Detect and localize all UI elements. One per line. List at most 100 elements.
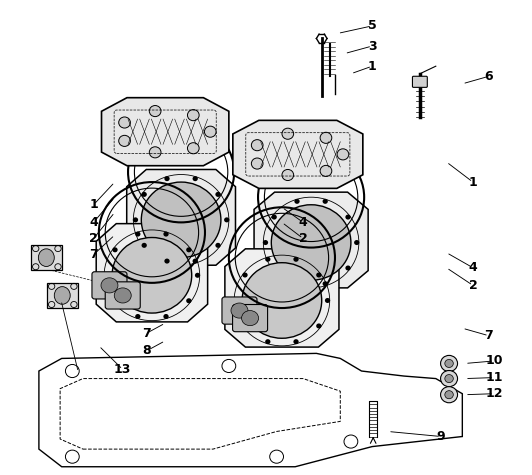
Text: 2: 2: [469, 279, 477, 292]
Polygon shape: [254, 192, 368, 288]
Circle shape: [135, 231, 140, 237]
Circle shape: [316, 273, 321, 277]
Circle shape: [271, 205, 351, 280]
Circle shape: [440, 370, 458, 387]
Circle shape: [242, 263, 322, 338]
Ellipse shape: [101, 278, 118, 293]
Ellipse shape: [114, 288, 131, 303]
Circle shape: [293, 339, 298, 344]
Polygon shape: [127, 170, 236, 265]
Circle shape: [163, 231, 169, 237]
Circle shape: [243, 323, 248, 329]
Text: 3: 3: [368, 39, 377, 53]
Circle shape: [325, 298, 330, 303]
Circle shape: [193, 176, 198, 181]
Text: 1: 1: [368, 60, 377, 73]
Circle shape: [263, 240, 268, 245]
Circle shape: [142, 192, 147, 197]
Circle shape: [251, 158, 263, 169]
Circle shape: [204, 126, 216, 137]
Text: 7: 7: [142, 327, 151, 340]
Circle shape: [135, 314, 140, 319]
Polygon shape: [233, 120, 363, 189]
Circle shape: [112, 247, 118, 252]
Polygon shape: [31, 245, 62, 270]
Circle shape: [265, 339, 270, 344]
Polygon shape: [47, 283, 78, 308]
Circle shape: [187, 142, 199, 154]
Circle shape: [271, 215, 277, 219]
Circle shape: [215, 243, 221, 248]
FancyBboxPatch shape: [222, 297, 257, 324]
Text: 6: 6: [485, 70, 493, 83]
Text: 4: 4: [89, 216, 98, 229]
Circle shape: [149, 147, 161, 158]
Circle shape: [215, 192, 221, 197]
Circle shape: [440, 387, 458, 403]
Text: 2: 2: [299, 232, 307, 245]
Text: 12: 12: [485, 387, 503, 400]
Circle shape: [193, 258, 198, 264]
FancyBboxPatch shape: [412, 76, 427, 87]
Circle shape: [440, 355, 458, 371]
Text: 2: 2: [89, 232, 98, 245]
Circle shape: [445, 390, 453, 399]
Text: 7: 7: [485, 329, 493, 342]
Circle shape: [322, 281, 328, 286]
Circle shape: [234, 298, 239, 303]
Circle shape: [164, 258, 170, 264]
FancyBboxPatch shape: [105, 282, 140, 309]
Circle shape: [445, 360, 453, 368]
Text: 1: 1: [469, 176, 477, 189]
Ellipse shape: [54, 286, 70, 304]
Circle shape: [186, 298, 192, 303]
Text: 1: 1: [89, 198, 98, 211]
Circle shape: [164, 176, 170, 181]
Circle shape: [294, 199, 300, 204]
Polygon shape: [225, 249, 339, 347]
FancyBboxPatch shape: [92, 272, 127, 299]
Circle shape: [149, 105, 161, 116]
Circle shape: [224, 218, 229, 222]
FancyBboxPatch shape: [232, 304, 268, 332]
Text: 7: 7: [89, 248, 98, 261]
Circle shape: [142, 182, 221, 257]
Circle shape: [142, 243, 147, 248]
Text: 13: 13: [114, 363, 131, 376]
Polygon shape: [96, 224, 207, 322]
Circle shape: [104, 273, 109, 278]
Circle shape: [294, 281, 300, 286]
Polygon shape: [102, 98, 229, 166]
Circle shape: [119, 135, 130, 146]
Circle shape: [345, 215, 351, 219]
Circle shape: [119, 117, 130, 128]
Circle shape: [112, 298, 118, 303]
Circle shape: [265, 257, 270, 262]
Text: 4: 4: [469, 261, 477, 274]
Ellipse shape: [242, 311, 259, 326]
Circle shape: [282, 128, 294, 139]
Circle shape: [293, 257, 298, 262]
Circle shape: [271, 266, 277, 271]
Circle shape: [354, 240, 360, 245]
Circle shape: [282, 170, 294, 180]
Circle shape: [243, 273, 248, 277]
Circle shape: [187, 110, 199, 121]
Ellipse shape: [38, 249, 54, 266]
Ellipse shape: [231, 303, 248, 318]
Circle shape: [112, 238, 192, 313]
Circle shape: [337, 149, 349, 160]
Circle shape: [163, 314, 169, 319]
Text: 9: 9: [437, 430, 445, 443]
Circle shape: [195, 273, 200, 278]
Text: 10: 10: [485, 354, 503, 368]
Text: 4: 4: [299, 216, 307, 229]
Circle shape: [320, 165, 332, 176]
Text: 11: 11: [485, 371, 503, 384]
Text: 5: 5: [368, 19, 377, 32]
Circle shape: [445, 375, 453, 382]
Circle shape: [251, 140, 263, 151]
Circle shape: [322, 199, 328, 204]
Circle shape: [186, 247, 192, 252]
Circle shape: [320, 132, 332, 143]
